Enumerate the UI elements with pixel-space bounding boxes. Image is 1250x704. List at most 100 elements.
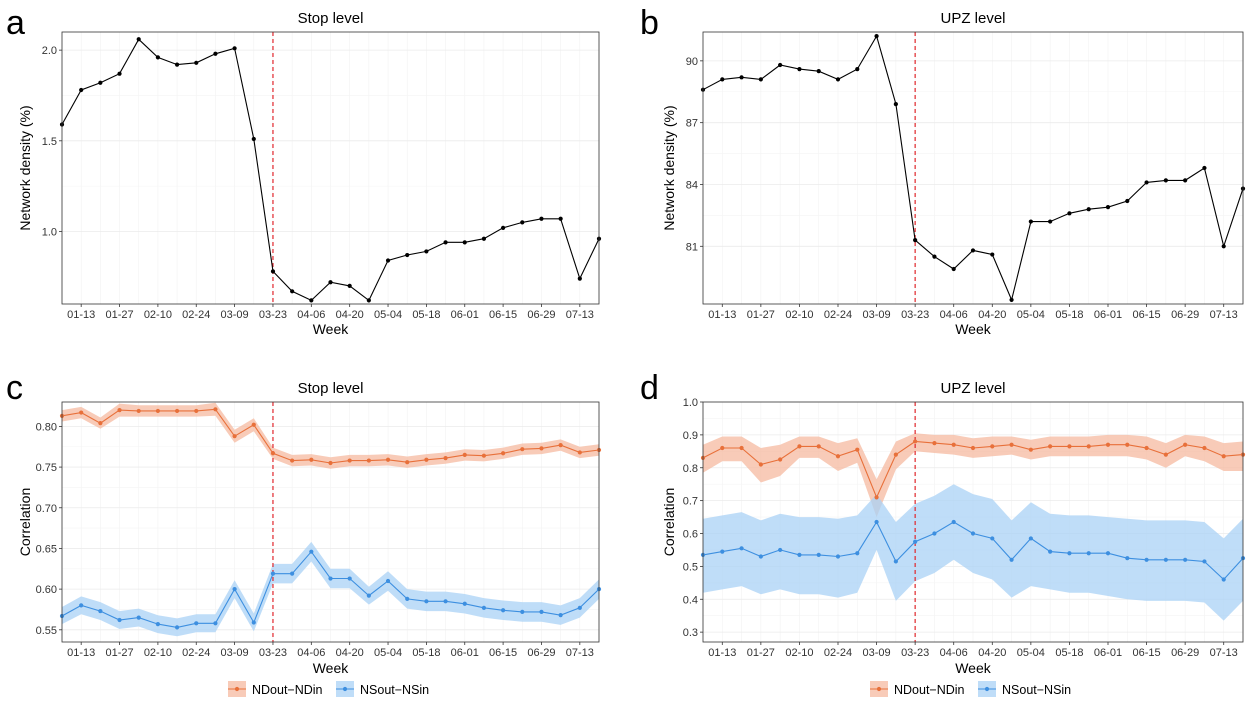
data-point (951, 519, 956, 525)
data-point (874, 519, 879, 525)
x-tick-label: 05-18 (1055, 309, 1083, 321)
data-point (1028, 447, 1033, 452)
data-point (577, 450, 582, 455)
x-tick-label: 01-27 (105, 647, 133, 659)
x-axis-title: Week (313, 321, 350, 337)
data-point (328, 576, 333, 581)
x-tick-label: 02-10 (785, 309, 813, 321)
panel-b: 81 84 87 90 01-13 01-27 02-10 02-24 03-09 03-23 04… (640, 4, 1246, 337)
x-tick-label: 05-04 (374, 309, 402, 321)
x-tick-label: 04-06 (297, 309, 325, 321)
data-point (932, 531, 937, 536)
data-point (951, 266, 956, 272)
data-point (816, 552, 821, 557)
x-tick-label: 02-10 (144, 309, 172, 321)
y-tick-label: 0.80 (36, 421, 57, 433)
data-point (558, 613, 563, 618)
panel-title: UPZ level (940, 10, 1005, 27)
data-point (1105, 551, 1111, 556)
data-point (385, 578, 391, 584)
data-point (1183, 178, 1188, 183)
data-point (739, 75, 744, 80)
plot-border (702, 401, 1244, 643)
data-point (1163, 178, 1168, 183)
y-axis-title: Correlation (17, 488, 33, 556)
data-point (893, 102, 898, 107)
data-point (1144, 445, 1149, 451)
data-point (539, 609, 544, 614)
x-tick-label: 06-29 (1171, 647, 1199, 659)
data-point (797, 552, 802, 557)
x-tick-label: 03-09 (221, 309, 249, 321)
data-point (366, 458, 371, 463)
y-tick-label: 0.8 (683, 463, 698, 475)
data-point (136, 408, 141, 414)
data-point (405, 460, 410, 465)
data-point (1048, 549, 1053, 554)
data-point (290, 458, 295, 463)
data-point (539, 216, 544, 221)
data-point (136, 615, 141, 620)
data-point (424, 249, 429, 254)
x-tick-label: 05-18 (412, 309, 440, 321)
data-point (309, 549, 314, 554)
x-tick-label: 01-13 (67, 309, 95, 321)
data-point (405, 252, 410, 258)
data-point (117, 71, 122, 76)
data-point (385, 258, 391, 263)
data-point (232, 46, 237, 51)
legend-swatch-point (984, 686, 990, 692)
y-tick-label: 0.7 (683, 496, 698, 508)
data-point (424, 457, 429, 462)
data-point (385, 457, 391, 462)
x-tick-label: 06-01 (451, 309, 479, 321)
data-point (443, 456, 448, 461)
y-tick-label: 0.5 (683, 561, 698, 573)
x-tick-label: 03-23 (259, 309, 287, 321)
data-point (155, 622, 160, 627)
x-tick-label: 07-13 (566, 309, 594, 321)
y-tick-label: 1.0 (42, 226, 57, 238)
data-point (913, 439, 918, 444)
x-tick-label: 06-15 (1133, 647, 1161, 659)
y-tick-label: 2.0 (42, 45, 57, 57)
data-point (1086, 207, 1091, 212)
data-point (1009, 442, 1014, 447)
data-point (1009, 297, 1014, 302)
confidence-band (62, 541, 599, 637)
plot-border (61, 31, 600, 305)
data-point (893, 559, 898, 564)
data-point (270, 269, 276, 274)
x-tick-label: 07-13 (1210, 647, 1238, 659)
x-tick-label: 05-18 (1055, 647, 1083, 659)
legend-c: NDout−NDin NSout−NSin (228, 681, 429, 697)
x-tick-label: 01-27 (747, 309, 775, 321)
data-point (1105, 442, 1111, 447)
data-point (739, 445, 744, 451)
data-point (855, 447, 860, 452)
data-point (309, 457, 314, 462)
y-tick-label: 87 (686, 118, 698, 130)
data-point (520, 609, 525, 614)
data-point (270, 571, 276, 576)
data-point (117, 617, 122, 623)
data-point (98, 421, 103, 426)
data-point (1202, 559, 1207, 564)
x-tick-label: 04-06 (940, 309, 968, 321)
y-axis-title: Network density (%) (661, 105, 677, 230)
data-point (1183, 557, 1188, 562)
data-point (1105, 205, 1111, 210)
data-point (855, 551, 860, 556)
panel-title: UPZ level (940, 380, 1005, 397)
data-point (1144, 180, 1149, 185)
data-point (951, 442, 956, 447)
grid (61, 402, 600, 642)
data-point (874, 34, 879, 39)
data-point (1163, 557, 1168, 562)
data-point (347, 283, 352, 288)
x-tick-label: 06-29 (1171, 309, 1199, 321)
data-point (1086, 444, 1091, 449)
y-tick-label: 0.4 (683, 594, 698, 606)
data-point (213, 51, 218, 56)
